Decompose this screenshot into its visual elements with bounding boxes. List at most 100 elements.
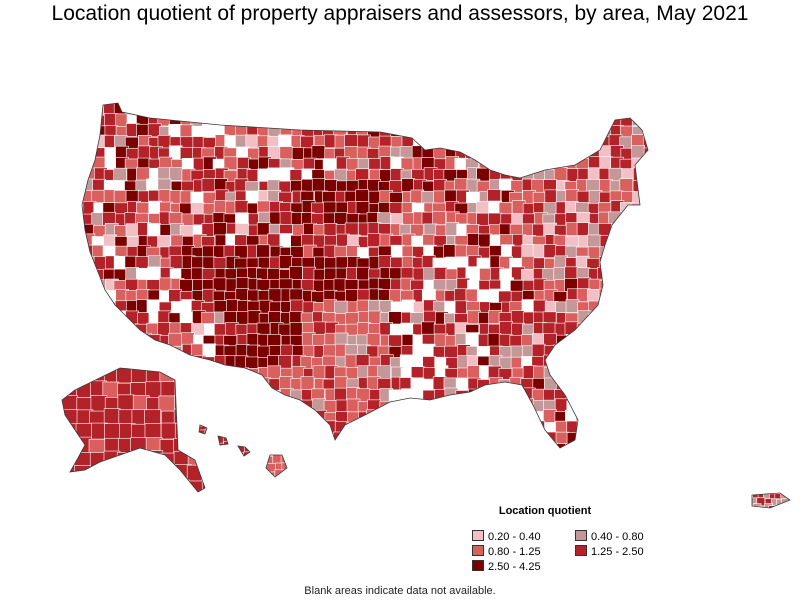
- map-area: [468, 421, 482, 435]
- map-area: [490, 420, 504, 434]
- map-area: [520, 409, 535, 424]
- map-area: [267, 365, 282, 380]
- map-area: [256, 244, 270, 259]
- map-area: [788, 500, 790, 508]
- map-area: [487, 103, 501, 116]
- map-area: [345, 312, 359, 326]
- map-area: [201, 178, 216, 192]
- map-area: [201, 437, 205, 455]
- map-area: [445, 444, 459, 448]
- map-area: [269, 103, 283, 118]
- map-area: [610, 300, 624, 315]
- map-area: [642, 322, 648, 337]
- map-area: [401, 178, 416, 192]
- map-area: [781, 498, 790, 507]
- map-area: [631, 103, 646, 117]
- map-area: [174, 380, 192, 398]
- map-area: [456, 444, 470, 448]
- map-area: [599, 300, 614, 315]
- map-area: [378, 255, 393, 269]
- legend-label-4: 1.25 - 2.50: [591, 546, 644, 558]
- map-area: [641, 277, 648, 292]
- map-area: [102, 356, 116, 370]
- map-area: [465, 266, 480, 280]
- map-area: [521, 112, 535, 126]
- map-area: [567, 126, 581, 140]
- map-area: [302, 445, 317, 448]
- map-area: [556, 334, 570, 349]
- map-area: [500, 134, 514, 149]
- map-area: [544, 126, 558, 140]
- map-area: [179, 124, 194, 139]
- legend-title: Location quotient: [498, 505, 592, 517]
- map-area: [642, 256, 648, 271]
- map-area: [643, 157, 648, 172]
- map-area: [213, 222, 227, 236]
- map-area: [130, 437, 147, 454]
- map-area: [147, 103, 161, 116]
- map-area: [521, 158, 536, 173]
- map-area: [268, 288, 283, 303]
- map-area: [77, 480, 94, 492]
- map-area: [610, 223, 625, 237]
- map-area: [235, 389, 250, 403]
- map-area: [608, 244, 623, 259]
- map-area: [445, 411, 459, 426]
- legend-item-5: 2.50 - 4.25: [472, 560, 541, 573]
- map-area: [191, 410, 206, 424]
- map-area: [488, 112, 502, 126]
- map-area: [643, 410, 648, 424]
- map-area: [267, 431, 282, 446]
- map-area: [302, 433, 317, 448]
- map-area: [266, 471, 276, 477]
- map-area: [521, 244, 536, 258]
- map-area: [432, 114, 447, 128]
- map-area: [344, 113, 359, 128]
- map-area: [333, 114, 348, 128]
- map-area: [632, 433, 646, 448]
- map-area: [788, 494, 790, 503]
- map-area: [379, 401, 394, 415]
- map-area: [269, 399, 284, 413]
- map-area: [103, 466, 121, 484]
- map-area: [643, 377, 648, 392]
- legend-swatch-2: [575, 530, 587, 541]
- map-area: [334, 103, 348, 117]
- map-area: [93, 289, 108, 303]
- map-area: [92, 345, 106, 359]
- map-area: [335, 444, 350, 448]
- map-area: [622, 225, 636, 239]
- map-area: [169, 255, 184, 269]
- map-area: [587, 433, 602, 447]
- map-area: [632, 377, 646, 392]
- map-area: [144, 423, 162, 440]
- map-area: [158, 345, 172, 360]
- map-area: [501, 433, 515, 448]
- map-area: [598, 388, 612, 403]
- map-area: [180, 398, 194, 413]
- map-area: [82, 145, 95, 160]
- map-area: [333, 431, 347, 446]
- map-area: [620, 213, 635, 228]
- map-area: [201, 408, 205, 425]
- map-area: [257, 399, 272, 413]
- map-area: [201, 388, 216, 403]
- map-area: [390, 433, 404, 448]
- map-area: [300, 409, 315, 424]
- map-area: [588, 398, 603, 413]
- map-area: [421, 321, 435, 336]
- map-area: [619, 278, 634, 293]
- map-area: [542, 103, 556, 118]
- map-area: [369, 432, 383, 447]
- map-area: [290, 420, 304, 434]
- map-area: [147, 223, 161, 237]
- map-area: [280, 103, 295, 118]
- map-area: [389, 400, 404, 415]
- map-area: [477, 123, 492, 138]
- map-area: [608, 365, 622, 379]
- map-area: [190, 343, 205, 358]
- map-area: [399, 444, 414, 448]
- map-area: [157, 235, 171, 249]
- map-area: [598, 288, 613, 303]
- map-area: [247, 378, 261, 392]
